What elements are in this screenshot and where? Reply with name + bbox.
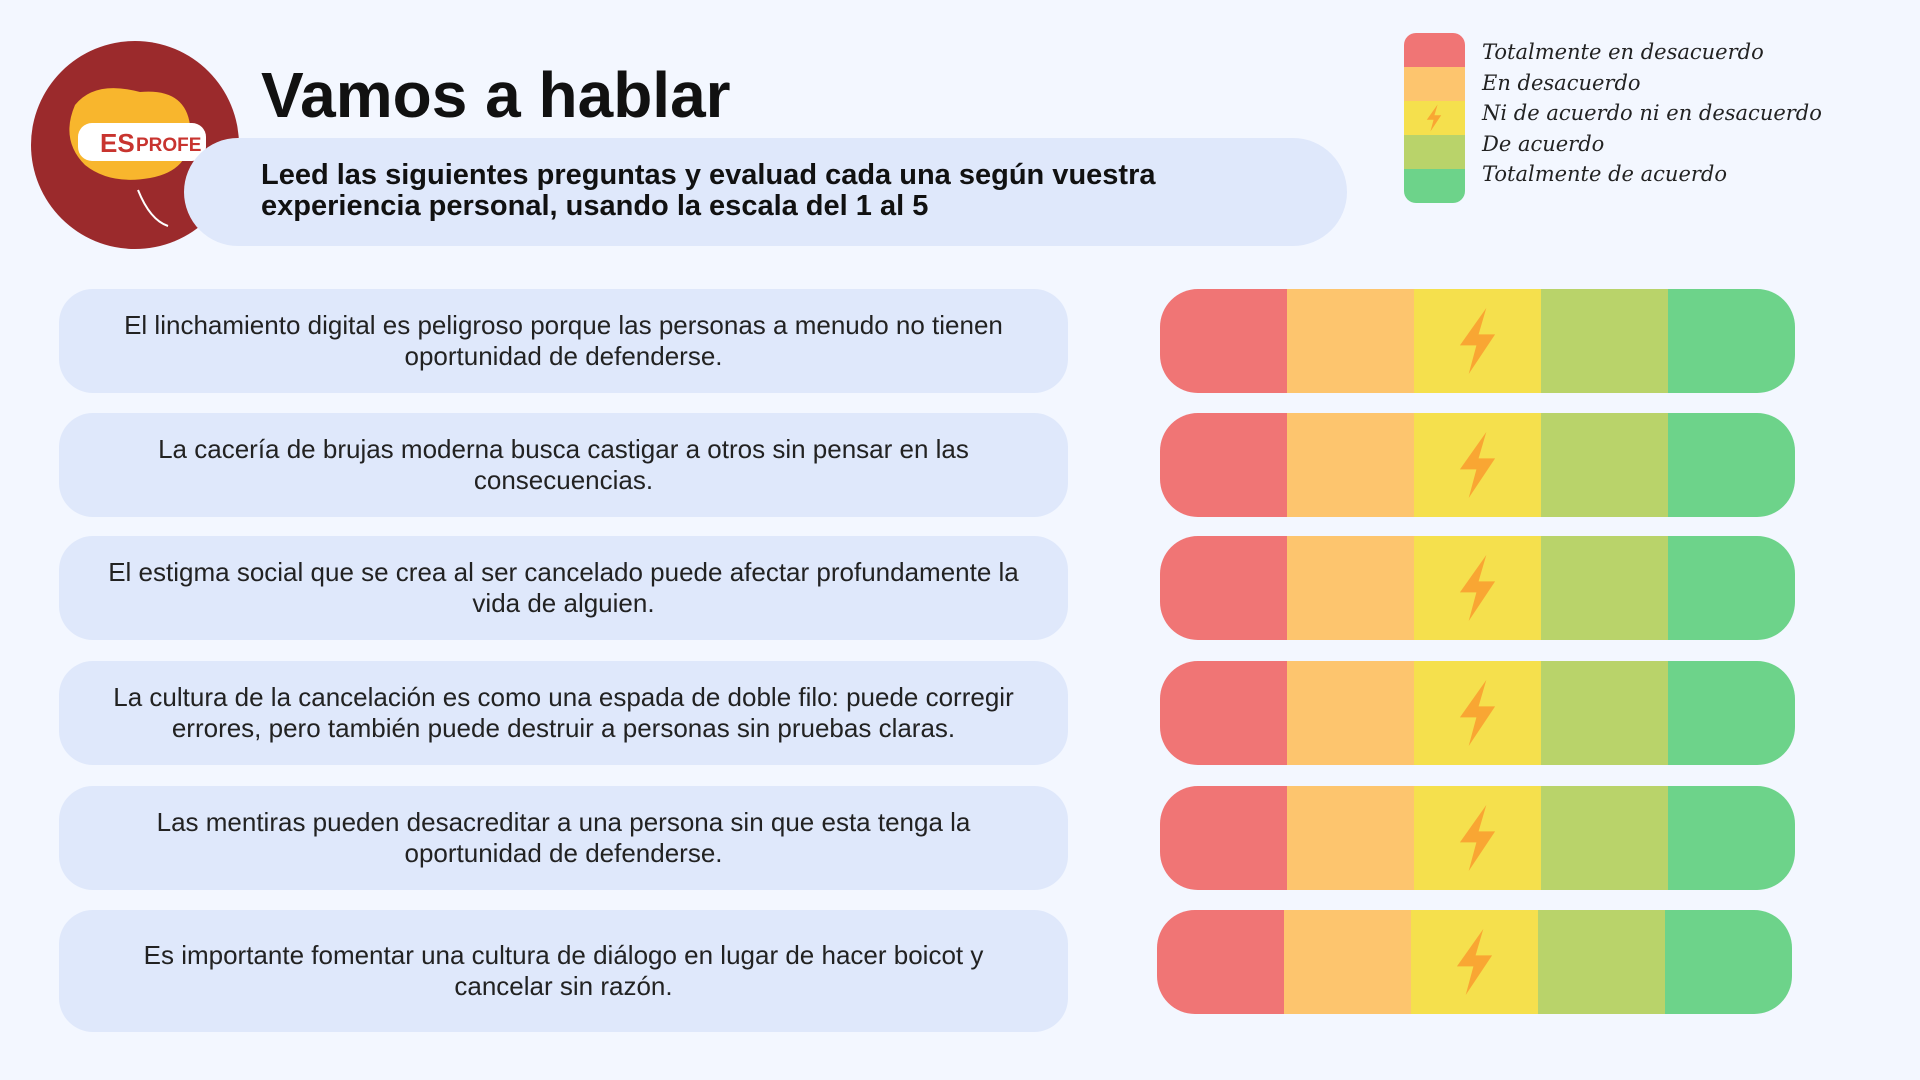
lightning-icon bbox=[1459, 680, 1496, 746]
scale-segment bbox=[1160, 536, 1288, 640]
logo-profe: PROFE bbox=[136, 135, 201, 156]
legend-label: Totalmente de acuerdo bbox=[1482, 162, 1728, 186]
scale-segment bbox=[1541, 786, 1669, 890]
legend-swatch bbox=[1404, 135, 1465, 169]
scale-segment bbox=[1668, 536, 1795, 640]
legend-swatch bbox=[1404, 67, 1465, 101]
statement: La cacería de brujas moderna busca casti… bbox=[59, 413, 1068, 517]
subtitle-pill bbox=[184, 138, 1347, 246]
lightning-icon bbox=[1456, 929, 1493, 995]
rating-scale bbox=[1160, 536, 1795, 640]
rating-scale bbox=[1160, 661, 1795, 765]
rating-scale bbox=[1157, 910, 1792, 1014]
scale-segment bbox=[1160, 661, 1288, 765]
lightning-icon bbox=[1459, 308, 1496, 374]
scale-segment bbox=[1287, 536, 1415, 640]
rating-scale bbox=[1160, 786, 1795, 890]
scale-segment bbox=[1541, 289, 1669, 393]
scale-segment bbox=[1541, 661, 1669, 765]
scale-segment bbox=[1287, 661, 1415, 765]
scale-segment bbox=[1287, 413, 1415, 517]
statement: La cultura de la cancelación es como una… bbox=[59, 661, 1068, 765]
scale-segment bbox=[1668, 413, 1795, 517]
title: Vamos a hablar bbox=[261, 59, 731, 131]
subtitle: Leed las siguientes preguntas y evaluad … bbox=[261, 159, 1156, 222]
lightning-icon bbox=[1426, 104, 1442, 132]
scale-segment bbox=[1668, 786, 1795, 890]
logo-es: ES bbox=[100, 128, 135, 158]
lightning-icon bbox=[1459, 432, 1496, 498]
scale-segment bbox=[1284, 910, 1412, 1014]
scale-segment bbox=[1160, 413, 1288, 517]
logo: ES PROFE bbox=[31, 41, 239, 249]
scale-segment bbox=[1287, 786, 1415, 890]
legend-swatches bbox=[1404, 33, 1465, 203]
legend-label: Totalmente en desacuerdo bbox=[1482, 40, 1764, 64]
scale-segment bbox=[1538, 910, 1666, 1014]
legend-scale bbox=[1404, 33, 1465, 203]
scale-segment bbox=[1668, 661, 1795, 765]
scale-segment bbox=[1160, 289, 1288, 393]
lightning-icon bbox=[1459, 805, 1496, 871]
statement: El linchamiento digital es peligroso por… bbox=[59, 289, 1068, 393]
statement: El estigma social que se crea al ser can… bbox=[59, 536, 1068, 640]
lightning-icon bbox=[1459, 555, 1496, 621]
scale-segment bbox=[1541, 413, 1669, 517]
legend-swatch bbox=[1404, 169, 1465, 203]
rating-scale bbox=[1160, 289, 1795, 393]
rating-scale bbox=[1160, 413, 1795, 517]
scale-segment bbox=[1668, 289, 1795, 393]
scale-segment bbox=[1287, 289, 1415, 393]
statement: Es importante fomentar una cultura de di… bbox=[59, 910, 1068, 1032]
statement: Las mentiras pueden desacreditar a una p… bbox=[59, 786, 1068, 890]
legend-label: En desacuerdo bbox=[1482, 70, 1641, 95]
legend-label: De acuerdo bbox=[1482, 131, 1605, 156]
scale-segment bbox=[1665, 910, 1792, 1014]
scale-segment bbox=[1157, 910, 1285, 1014]
scales bbox=[1157, 289, 1795, 1014]
legend-label: Ni de acuerdo ni en desacuerdo bbox=[1482, 101, 1822, 125]
scale-segment bbox=[1541, 536, 1669, 640]
legend-swatch bbox=[1404, 33, 1465, 67]
scale-segment bbox=[1160, 786, 1288, 890]
